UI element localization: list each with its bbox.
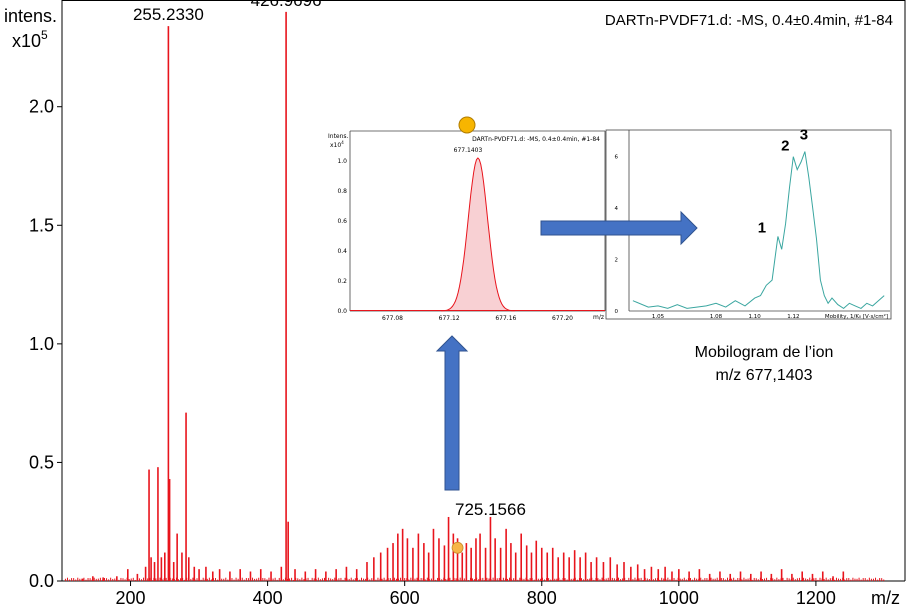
main-x-tick-label: 800 [527,588,557,607]
main-y-tick-label: 0.0 [29,571,54,591]
inset-ms-y-tick-label: 0.4 [337,248,347,255]
main-y-tick-label: 2.0 [29,97,54,117]
main-ion-marker [451,541,464,554]
inset-ms-x-tick-label: 677.20 [552,315,573,322]
inset-ms-peak-area [441,158,515,311]
main-peak-label: 426.9696 [251,0,322,10]
arrow-to-mobilogram [540,210,698,246]
main-peaks-group [64,11,885,581]
arrow-to-inset-ms [435,335,469,491]
main-y-scale: x105 [12,28,48,51]
main-chart-title: DARTn-PVDF71.d: -MS, 0.4±0.4min, #1-84 [605,12,893,29]
inset-mobilogram-x-label: Mobility, 1/K₀ [V·s/cm²] [825,313,888,320]
inset-ms-y-tick-label: 1.0 [337,158,347,165]
main-y-label: intens. [4,6,57,26]
inset-ms-x-tick-label: 677.08 [382,315,403,322]
main-x-tick-label: 600 [390,588,420,607]
main-x-tick-label: 1200 [796,588,836,607]
inset-mobilogram-line [632,151,885,310]
inset-ms-y-tick-label: 0.6 [337,218,347,225]
inset-mobilogram-y-tick-label: 6 [615,155,619,161]
inset-ms-title: DARTn-PVDF71.d: -MS, 0.4±0.4min, #1-84 [472,136,600,143]
inset-mobilogram-x-tick-label: 1.05 [652,314,665,320]
inset-ms-x-tick-label: 677.16 [495,315,516,322]
main-y-tick-label: 1.0 [29,334,54,354]
mobilogram-caption-line2: m/z 677,1403 [716,367,813,384]
main-peak-label: 725.1566 [455,500,526,519]
inset-ms-peak-label: 677.1403 [454,147,483,154]
inset-ms-ticks: 677.08 677.12 677.16 677.20 0.0 0.2 0.4 0.6 0.8 1… [337,158,605,322]
main-peak-labels: 255.2330 426.9696 725.1566 [133,0,526,554]
main-x-label: m/z [871,588,900,607]
main-x-tick-label: 200 [116,588,146,607]
inset-mobilogram-x-tick-label: 1.12 [787,314,799,320]
inset-ms-y-tick-label: 0.8 [337,188,347,195]
inset-mobilogram-annotations: 1 23 [758,127,808,237]
inset-mobilogram-x-tick-label: 1.10 [749,314,762,320]
inset-mobilogram-y-tick-label: 4 [615,206,619,212]
inset-ms-y-scale: x104 [330,140,344,149]
inset-ms-x-tick-label: 677.12 [439,315,460,322]
inset-mobilogram-ticks: 1.05 1.08 1.10 1.12 0 2 4 6 [615,155,800,320]
inset-ms-peak-line [441,157,515,312]
main-y-tick-label: 1.5 [29,215,54,235]
main-x-tick-label: 1000 [659,588,699,607]
main-axis-ticks: 200 400 600 800 1000 1200 0.0 0.5 1.0 1.5 2.0 [29,97,836,607]
main-peak-label: 255.2330 [133,5,204,24]
inset-mobilogram-y-tick-label: 2 [615,258,619,264]
main-y-tick-label: 0.5 [29,452,54,472]
inset-ms-x-label: m/z [593,314,604,321]
mobilogram-peak-number: 2 [781,138,789,155]
main-spectrum-chart: 200 400 600 800 1000 1200 0.0 0.5 1.0 1.5 2.0 255.… [4,0,906,607]
main-x-tick-label: 400 [253,588,283,607]
mobilogram-caption-line1: Mobilogram de l’ion [695,344,834,361]
inset-mobilogram-y-tick-label: 0 [615,309,619,315]
inset-ms-y-label: Intens. [328,133,349,140]
inset-mobilogram-x-tick-label: 1.08 [710,314,723,320]
inset-ms-y-tick-label: 0.0 [337,308,347,315]
mobilogram-peak-number: 3 [800,127,808,144]
inset-ms-y-tick-label: 0.2 [337,278,347,285]
inset-ms-ion-marker [458,116,476,134]
mobilogram-peak-number: 1 [758,219,766,236]
